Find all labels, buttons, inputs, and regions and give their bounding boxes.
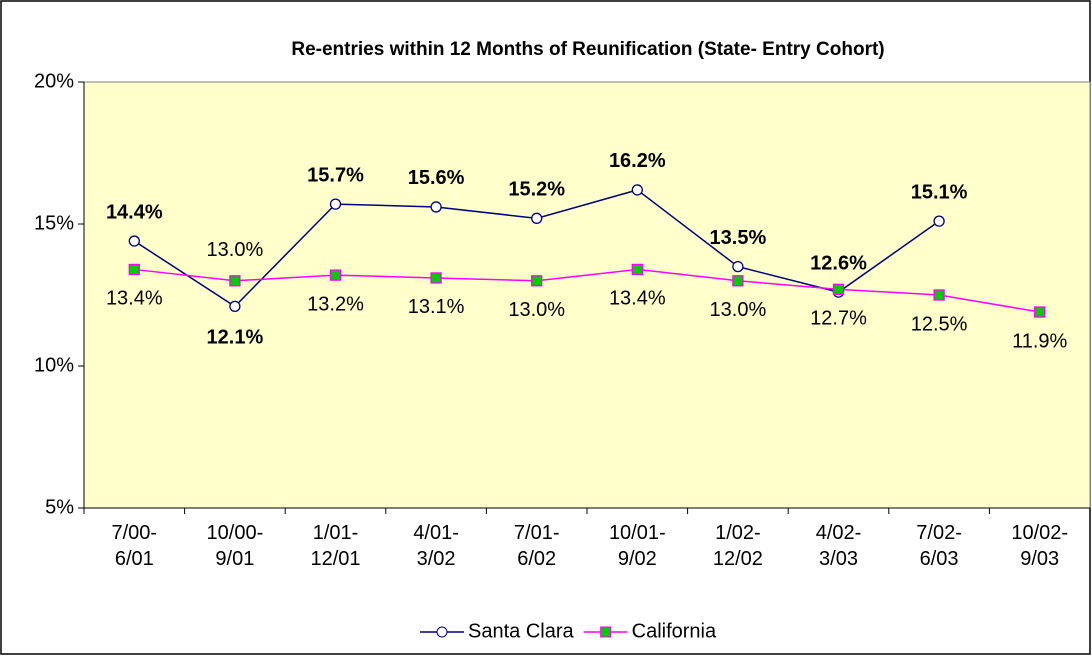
marker: [631, 263, 643, 276]
marker: [732, 260, 744, 273]
data-label: 13.4%: [106, 288, 163, 310]
legend-label: California: [632, 620, 717, 642]
marker: [229, 275, 241, 287]
legend-marker: [436, 626, 448, 638]
data-label: 15.6%: [408, 167, 465, 189]
x-tick-label: 7/01- 6/02: [513, 522, 560, 570]
x-tick-label: 1/02- 12/02: [712, 522, 763, 570]
marker: [631, 184, 643, 196]
x-tick-label: 10/01- 9/02: [608, 522, 666, 570]
data-label: 13.0%: [508, 299, 565, 321]
marker: [329, 269, 342, 281]
marker: [531, 212, 543, 224]
marker: [531, 275, 543, 287]
data-label: 14.4%: [106, 201, 163, 223]
marker: [430, 272, 442, 284]
plot-area: [83, 81, 1091, 509]
x-tick-label: 7/00- 6/01: [111, 522, 158, 570]
x-tick-label: 7/02- 6/03: [916, 522, 962, 570]
data-label: 13.5%: [710, 227, 767, 249]
legend-marker: [600, 626, 612, 638]
data-label: 13.0%: [207, 239, 264, 261]
marker: [933, 289, 945, 301]
data-label: 13.1%: [408, 296, 465, 318]
data-label: 13.0%: [710, 299, 767, 321]
marker: [430, 201, 442, 213]
series-line: [134, 268, 1040, 313]
legend-label: Santa Clara: [468, 620, 574, 642]
data-label: 13.2%: [307, 293, 364, 315]
marker: [229, 300, 241, 313]
data-label: 13.4%: [609, 288, 666, 310]
marker: [832, 283, 845, 295]
data-label: 15.7%: [307, 164, 364, 186]
marker: [1034, 306, 1046, 318]
marker: [329, 198, 342, 210]
data-label: 16.2%: [609, 150, 666, 172]
y-tick-label: 20%: [34, 70, 74, 92]
marker: [933, 215, 945, 227]
data-label: 12.6%: [810, 252, 867, 274]
y-tick-label: 10%: [34, 354, 74, 376]
marker: [128, 263, 140, 276]
y-tick-label: 15%: [34, 212, 74, 234]
x-tick-label: 4/02- 3/03: [815, 522, 862, 570]
marker: [732, 275, 744, 287]
data-label: 12.1%: [207, 327, 264, 349]
data-label: 12.7%: [810, 308, 867, 330]
chart-title: Re-entries within 12 Months of Reunifica…: [291, 39, 884, 60]
data-label: 12.5%: [911, 313, 968, 335]
data-label: 15.1%: [911, 181, 968, 203]
x-tick-label: 4/01- 3/02: [413, 522, 459, 570]
x-tick-label: 1/01- 12/01: [310, 522, 361, 570]
data-label: 11.9%: [1012, 330, 1067, 352]
x-tick-label: 10/00- 9/01: [206, 522, 264, 570]
data-label: 15.2%: [508, 179, 565, 201]
marker: [128, 235, 140, 247]
x-tick-label: 10/02- 9/03: [1011, 522, 1069, 570]
y-tick-label: 5%: [45, 496, 74, 518]
